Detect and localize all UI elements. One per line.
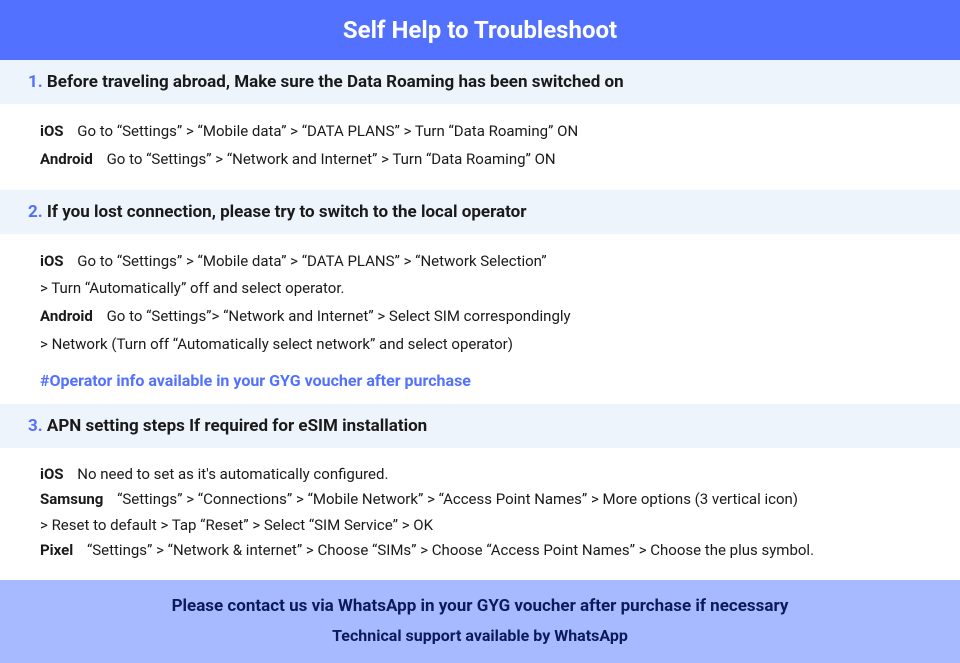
platform-label: iOS xyxy=(40,465,64,483)
footer: Please contact us via WhatsApp in your G… xyxy=(0,580,960,663)
platform-label: Samsung xyxy=(40,490,103,508)
section-3-heading-bold: APN setting steps If required for eSIM i… xyxy=(47,416,427,436)
instruction-text: Go to “Settings” > “Mobile data” > “DATA… xyxy=(77,252,546,270)
section-1-title: 1. Before traveling abroad, Make sure th… xyxy=(0,60,960,104)
header: Self Help to Troubleshoot xyxy=(0,0,960,60)
platform-label: Android xyxy=(40,150,93,168)
instruction-text: “Settings” > “Connections” > “Mobile Net… xyxy=(117,490,798,508)
section-2-row-ios-cont: > Turn “Automatically” off and select op… xyxy=(40,275,920,303)
section-2-title: 2. If you lost connection, please try to… xyxy=(0,190,960,234)
section-2-body: iOS Go to “Settings” > “Mobile data” > “… xyxy=(0,234,960,367)
footer-line-2: Technical support available by WhatsApp xyxy=(0,626,960,645)
instruction-text: “Settings” > “Network & internet” > Choo… xyxy=(87,541,814,559)
section-3-row-samsung-cont: > Reset to default > Tap “Reset” > Selec… xyxy=(40,513,920,539)
section-1-body: iOS Go to “Settings” > “Mobile data” > “… xyxy=(0,104,960,190)
section-1-heading-bold: Before traveling abroad, xyxy=(47,72,230,92)
platform-label: iOS xyxy=(40,252,64,270)
section-2-number: 2. xyxy=(28,202,43,222)
footer-line-1: Please contact us via WhatsApp in your G… xyxy=(0,596,960,616)
section-2-row-ios: iOS Go to “Settings” > “Mobile data” > “… xyxy=(40,248,920,276)
instruction-text: Go to “Settings” > “Network and Internet… xyxy=(107,150,556,168)
section-1-row-android: Android Go to “Settings” > “Network and … xyxy=(40,146,920,174)
section-3-body: iOS No need to set as it's automatically… xyxy=(0,448,960,580)
instruction-text: No need to set as it's automatically con… xyxy=(77,465,388,483)
section-2-heading-bold: If you lost connection, please try to sw… xyxy=(47,202,527,222)
instruction-text-cont: > Reset to default > Tap “Reset” > Selec… xyxy=(40,516,433,534)
section-1-row-ios: iOS Go to “Settings” > “Mobile data” > “… xyxy=(40,118,920,146)
section-3-row-samsung: Samsung “Settings” > “Connections” > “Mo… xyxy=(40,487,920,513)
platform-label: iOS xyxy=(40,122,64,140)
section-1-number: 1. xyxy=(28,72,43,92)
instruction-text-cont: > Network (Turn off “Automatically selec… xyxy=(40,335,513,353)
section-1-heading-rest: Make sure the Data Roaming has been swit… xyxy=(234,72,623,92)
section-3-number: 3. xyxy=(28,416,43,436)
platform-label: Pixel xyxy=(40,541,73,559)
section-2-row-android-cont: > Network (Turn off “Automatically selec… xyxy=(40,331,920,359)
page-title: Self Help to Troubleshoot xyxy=(343,16,617,44)
platform-label: Android xyxy=(40,307,93,325)
section-2-note: #Operator info available in your GYG vou… xyxy=(0,367,960,404)
section-3-row-ios: iOS No need to set as it's automatically… xyxy=(40,462,920,488)
section-3-title: 3. APN setting steps If required for eSI… xyxy=(0,404,960,448)
instruction-text-cont: > Turn “Automatically” off and select op… xyxy=(40,279,345,297)
section-2-row-android: Android Go to “Settings”> “Network and I… xyxy=(40,303,920,331)
section-3-row-pixel: Pixel “Settings” > “Network & internet” … xyxy=(40,538,920,564)
instruction-text: Go to “Settings” > “Mobile data” > “DATA… xyxy=(77,122,578,140)
instruction-text: Go to “Settings”> “Network and Internet”… xyxy=(107,307,571,325)
